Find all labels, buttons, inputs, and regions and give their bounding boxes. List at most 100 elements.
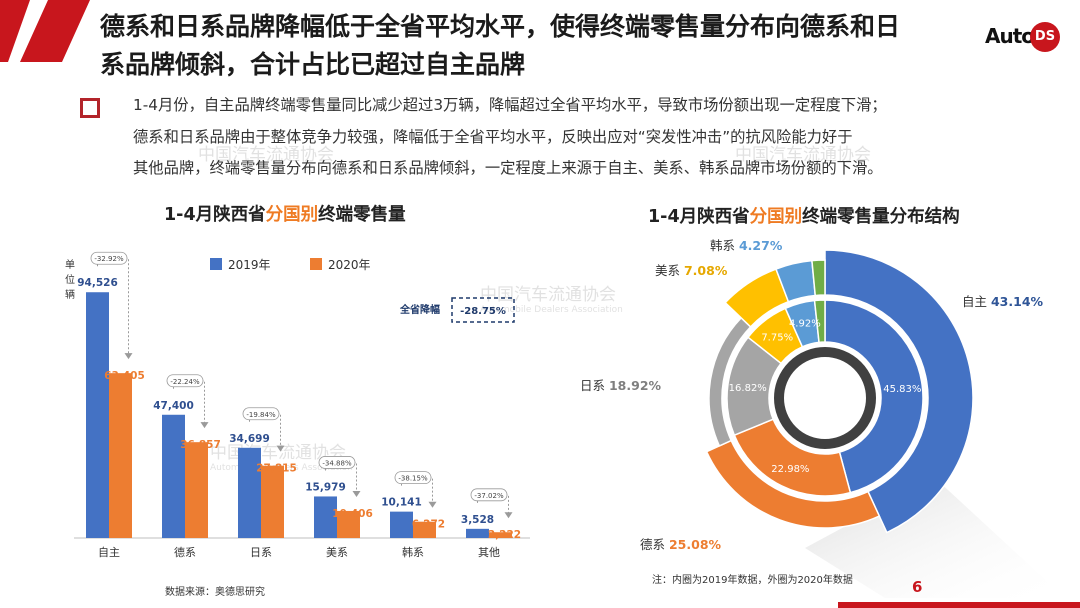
legend-label: 2020年 [328,258,371,272]
change-pill [166,374,204,388]
outer-label-category: 韩系 [710,238,739,253]
summary-paragraph: 1-4月份，自主品牌终端零售量同比减少超过3万辆，降幅超过全省平均水平，导致市场… [133,90,1063,185]
bar-value-label-2019: 34,699 [229,433,270,445]
bar-2019 [238,447,261,538]
inner-data-label: 22.98% [771,464,809,475]
change-annotation: -32.92% [90,251,133,360]
bar-legend: 2019年 2020年 [210,258,371,272]
y-unit-char: 位 [65,273,75,286]
change-annotation: -34.88% [318,456,361,497]
outer-slice-其他 [811,259,826,297]
y-unit-char: 辆 [65,288,75,301]
inner-data-label: 16.82% [729,383,767,394]
doughnut-hole [773,346,877,450]
outer-label-value: 4.27% [739,238,783,253]
logo-auto-text: Auto [985,24,1035,48]
bar-value-label-2019: 10,141 [381,497,422,509]
summary-line: 德系和日系品牌由于整体竞争力较强，降幅低于全省平均水平，反映出应对“突发性冲击”… [133,127,853,146]
change-arrow-head [124,353,133,360]
bar-2020 [337,510,360,538]
x-tick-label: 韩系 [402,545,424,559]
bar-value-label-2019: 15,979 [305,481,346,493]
title-line-1: 德系和日系品牌降幅低于全省平均水平，使得终端零售量分布向德系和日 [100,12,901,41]
inner-data-label: 4.92% [789,319,821,330]
bar-2020 [109,373,132,538]
bar-2020 [489,532,512,538]
bar-2019 [466,528,489,538]
inner-data-label: 7.75% [761,332,793,343]
change-pill [242,407,280,421]
outer-label-category: 美系 [655,263,684,278]
outer-data-label: 美系 7.08% [655,263,728,278]
bar-2019 [86,292,109,538]
change-pill [90,251,128,265]
data-source: 数据来源：奥德思研究 [165,587,265,598]
inner-slice-其他 [813,299,826,344]
change-annotation: -22.24% [166,374,209,429]
y-unit-char: 单 [65,259,75,271]
y-unit-label: 单位辆 [65,259,75,301]
change-arrow-head [428,501,437,508]
doughnut-chart-title: 1-4月陕西省分国别终端零售量分布结构 [648,207,960,227]
change-pill [470,488,508,502]
change-arrow-head [276,445,285,452]
outer-label-category: 德系 [640,537,669,552]
inner-slice-德系 [733,418,852,497]
autods-logo: Auto DS [985,22,1070,52]
change-annotation: -19.84% [242,407,285,452]
bar-2019 [162,414,185,538]
bar-2020 [185,442,208,538]
bar-2020 [261,465,284,538]
bullet-square-icon [80,98,100,118]
bar-value-label-2019: 3,528 [461,514,494,526]
doughnut-shadow [805,478,1065,598]
logo-ds-badge: DS [1030,22,1060,52]
page-number: 6 [912,578,923,596]
bar-value-label-2020: 10,406 [332,508,373,520]
outer-data-label: 德系 25.08% [640,537,722,552]
inner-slice-自主 [824,299,924,494]
outer-label-category: 自主 [962,294,991,309]
legend-label: 2019年 [228,258,271,272]
bar-value-label-2020: 36,857 [180,439,221,451]
bar-value-label-2020: 6,272 [412,519,445,531]
outer-data-label: 日系 18.92% [580,378,662,393]
outer-label-value: 18.92% [609,378,662,393]
summary-line: 1-4月份，自主品牌终端零售量同比减少超过3万辆，降幅超过全省平均水平，导致市场… [133,96,887,114]
legend-swatch [210,258,222,270]
change-arrow-head [200,422,209,429]
bar-value-label-2019: 94,526 [77,277,118,289]
legend-swatch [310,258,322,270]
outer-label-value: 7.08% [684,263,728,278]
outer-slice-自主 [824,249,974,534]
bar-value-label-2020: 63,405 [104,370,145,382]
overall-decline-box [451,297,515,323]
header-stripe-decoration [0,0,90,62]
overall-decline-value: -28.75% [460,306,506,317]
footer-accent-bar [838,602,1080,608]
change-label: -22.24% [170,378,200,386]
outer-label-value: 43.14% [991,294,1044,309]
bar-2019 [390,511,413,538]
bar-value-label-2020: 2,222 [488,529,521,541]
outer-data-label: 自主 43.14% [962,294,1044,309]
bar-chart-title: 1-4月陕西省分国别终端零售量 [164,205,406,225]
change-label: -19.84% [246,411,276,419]
change-arrow-head [504,512,513,519]
chart-note: 注：内圈为2019年数据，外圈为2020年数据 [652,575,853,586]
change-arrow-head [352,490,361,497]
change-annotation: -38.15% [394,471,437,508]
bar-2020 [413,521,436,538]
page-title: 德系和日系品牌降幅低于全省平均水平，使得终端零售量分布向德系和日 系品牌倾斜，合… [100,8,960,84]
change-annotation: -37.02% [470,488,513,519]
inner-data-label: 45.83% [883,384,921,395]
summary-line: 其他品牌，终端零售量分布向德系和日系品牌倾斜，一定程度上来源于自主、美系、韩系品… [133,159,883,177]
change-label: -38.15% [398,475,428,483]
x-tick-label: 美系 [326,546,348,559]
doughnut-center-ring [774,347,876,449]
bar-value-label-2019: 47,400 [153,400,194,412]
watermark: 中国汽车流通协会 [735,145,871,165]
outer-slice-德系 [705,439,881,529]
title-line-2: 系品牌倾斜，合计占比已超过自主品牌 [100,50,526,79]
